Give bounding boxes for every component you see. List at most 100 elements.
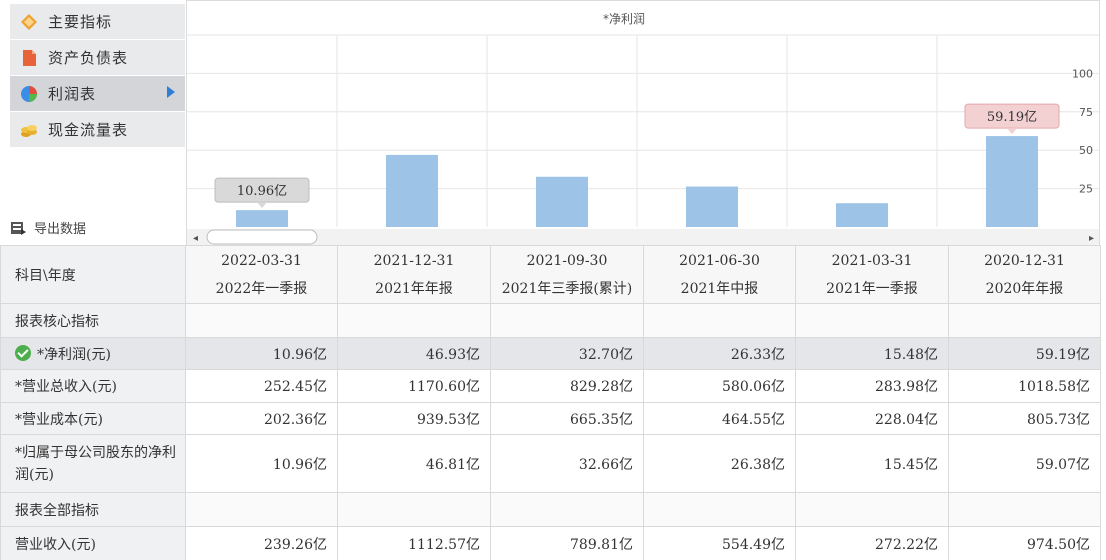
check-icon bbox=[15, 344, 31, 361]
y-tick-label: 75 bbox=[1079, 106, 1093, 119]
column-period: 2020年年报 bbox=[985, 280, 1064, 297]
net-profit-chart: *净利润 25 50 75 100 10.96亿 59.19亿 ◂ ▸ bbox=[186, 0, 1100, 245]
column-header[interactable]: 2021-12-31 2021年年报 bbox=[337, 245, 491, 304]
row-label: *营业总收入(元) bbox=[0, 369, 186, 403]
chart-title: *净利润 bbox=[603, 12, 645, 26]
export-icon bbox=[10, 220, 26, 236]
tooltip-label: 10.96亿 bbox=[237, 184, 287, 199]
column-period: 2021年三季报(累计) bbox=[501, 280, 633, 297]
column-header[interactable]: 2022-03-31 2022年一季报 bbox=[185, 245, 338, 304]
sidebar-item-label: 利润表 bbox=[48, 85, 97, 103]
bar-tooltip: 10.96亿 bbox=[214, 177, 310, 209]
column-date: 2021-09-30 bbox=[526, 252, 608, 269]
table-cell: 59.07亿 bbox=[948, 434, 1101, 493]
column-header[interactable]: 2020-12-31 2020年年报 bbox=[948, 245, 1101, 304]
table-row-net-profit[interactable]: *净利润(元) 10.96亿 46.93亿 32.70亿 26.33亿 15.4… bbox=[0, 337, 1101, 370]
table-cell: 789.81亿 bbox=[490, 526, 644, 560]
chevron-right-icon bbox=[167, 86, 175, 98]
table-cell: 239.26亿 bbox=[185, 526, 338, 560]
table-cell: 974.50亿 bbox=[948, 526, 1101, 560]
table-cell: 10.96亿 bbox=[185, 434, 338, 493]
table-cell: 805.73亿 bbox=[948, 402, 1101, 435]
column-date: 2021-06-30 bbox=[679, 252, 760, 269]
sidebar-item-balance-sheet[interactable]: 资产负债表 bbox=[10, 40, 185, 76]
table-cell: 15.45亿 bbox=[795, 434, 949, 493]
table-cell: 1018.58亿 bbox=[948, 369, 1101, 403]
table-header-row: 科目\年度 2022-03-31 2022年一季报 2021-12-31 2021年… bbox=[0, 245, 1101, 304]
table-cell: 283.98亿 bbox=[795, 369, 949, 403]
column-header[interactable]: 2021-09-30 2021年三季报(累计) bbox=[490, 245, 644, 304]
section-row-core: 报表核心指标 bbox=[0, 303, 1101, 338]
table-cell: 665.35亿 bbox=[490, 402, 644, 435]
scroll-right-icon[interactable]: ▸ bbox=[1089, 233, 1094, 244]
sidebar-item-label: 资产负债表 bbox=[48, 49, 129, 67]
table-row[interactable]: *归属于母公司股东的净利润(元) 10.96亿 46.81亿 32.66亿 26… bbox=[0, 434, 1101, 493]
table-cell: 26.38亿 bbox=[643, 434, 796, 493]
financial-table: 科目\年度 2022-03-31 2022年一季报 2021-12-31 2021年… bbox=[0, 245, 1101, 560]
bar-2021-06-30[interactable] bbox=[686, 186, 738, 227]
table-cell: 554.49亿 bbox=[643, 526, 796, 560]
table-cell: 1112.57亿 bbox=[337, 526, 491, 560]
document-icon bbox=[20, 49, 38, 67]
table-cell: 202.36亿 bbox=[185, 402, 338, 435]
chart-scrollbar[interactable] bbox=[187, 229, 1099, 245]
corner-label: 科目\年度 bbox=[0, 245, 186, 304]
table-cell: 252.45亿 bbox=[185, 369, 338, 403]
table-cell: 464.55亿 bbox=[643, 402, 796, 435]
table-cell: 10.96亿 bbox=[185, 337, 338, 370]
bar-2020-12-31[interactable] bbox=[986, 136, 1038, 227]
coins-icon bbox=[20, 121, 38, 139]
table-cell: 32.66亿 bbox=[490, 434, 644, 493]
column-period: 2021年年报 bbox=[375, 280, 453, 297]
tooltip-pointer bbox=[1007, 128, 1017, 135]
pie-chart-icon bbox=[20, 85, 38, 103]
table-row[interactable]: 营业收入(元) 239.26亿 1112.57亿 789.81亿 554.49亿… bbox=[0, 526, 1101, 560]
section-label: 报表核心指标 bbox=[0, 303, 186, 338]
table-cell: 46.81亿 bbox=[337, 434, 491, 493]
scroll-left-icon[interactable]: ◂ bbox=[193, 233, 198, 244]
chart-canvas: *净利润 25 50 75 100 10.96亿 59.19亿 ◂ ▸ bbox=[187, 12, 1099, 245]
diamond-icon bbox=[20, 13, 38, 31]
table-cell: 1170.60亿 bbox=[337, 369, 491, 403]
tooltip-pointer bbox=[257, 202, 267, 209]
column-period: 2021年中报 bbox=[680, 280, 759, 297]
table-row[interactable]: *营业成本(元) 202.36亿 939.53亿 665.35亿 464.55亿… bbox=[0, 402, 1101, 435]
bar-tooltip: 59.19亿 bbox=[964, 103, 1060, 135]
y-tick-label: 25 bbox=[1079, 183, 1093, 196]
table-cell: 939.53亿 bbox=[337, 402, 491, 435]
sidebar-item-key-indicators[interactable]: 主要指标 bbox=[10, 4, 185, 40]
column-header[interactable]: 2021-06-30 2021年中报 bbox=[643, 245, 796, 304]
table-cell: 46.93亿 bbox=[337, 337, 491, 370]
bar-2021-12-31[interactable] bbox=[386, 154, 438, 227]
y-tick-label: 50 bbox=[1079, 144, 1093, 157]
bar-2022-03-31[interactable] bbox=[236, 210, 288, 227]
row-label-text: *净利润(元) bbox=[37, 346, 111, 363]
table-cell: 228.04亿 bbox=[795, 402, 949, 435]
column-date: 2021-12-31 bbox=[373, 252, 455, 269]
column-period: 2021年一季报 bbox=[826, 280, 918, 297]
column-header[interactable]: 2021-03-31 2021年一季报 bbox=[795, 245, 949, 304]
table-cell: 32.70亿 bbox=[490, 337, 644, 370]
row-label: *归属于母公司股东的净利润(元) bbox=[0, 434, 186, 493]
bar-2021-09-30[interactable] bbox=[536, 176, 588, 227]
tooltip-label: 59.19亿 bbox=[987, 110, 1037, 125]
sidebar-item-label: 现金流量表 bbox=[48, 121, 129, 139]
y-tick-label: 100 bbox=[1072, 67, 1093, 80]
table-row[interactable]: *营业总收入(元) 252.45亿 1170.60亿 829.28亿 580.0… bbox=[0, 369, 1101, 403]
column-date: 2021-03-31 bbox=[831, 252, 913, 269]
column-date: 2022-03-31 bbox=[221, 252, 302, 269]
table-cell: 15.48亿 bbox=[795, 337, 949, 370]
table-cell: 580.06亿 bbox=[643, 369, 796, 403]
table-cell: 829.28亿 bbox=[490, 369, 644, 403]
sidebar: 主要指标 资产负债表 利润表 现金流量表 导出数据 bbox=[0, 0, 185, 245]
export-data-button[interactable]: 导出数据 bbox=[10, 218, 86, 237]
row-label: *营业成本(元) bbox=[0, 402, 186, 435]
sidebar-item-cash-flow[interactable]: 现金流量表 bbox=[10, 112, 185, 148]
sidebar-item-income-statement[interactable]: 利润表 bbox=[10, 76, 185, 112]
export-data-label: 导出数据 bbox=[34, 222, 87, 237]
row-label: *净利润(元) bbox=[0, 337, 186, 370]
scrollbar-thumb[interactable] bbox=[206, 229, 318, 245]
sidebar-item-label: 主要指标 bbox=[48, 13, 113, 31]
section-row-all: 报表全部指标 bbox=[0, 492, 1101, 527]
bar-2021-03-31[interactable] bbox=[836, 203, 888, 227]
